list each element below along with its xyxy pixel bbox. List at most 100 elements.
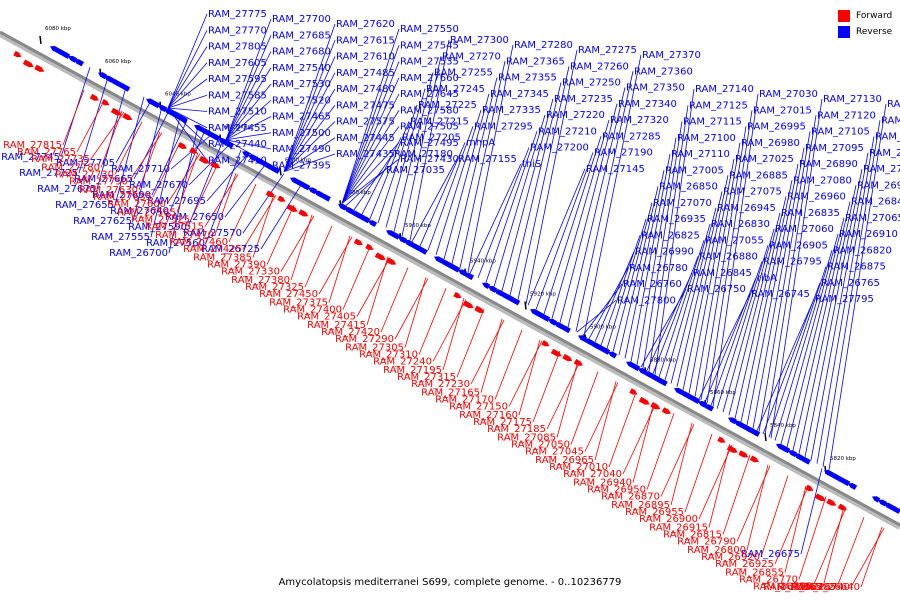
reverse-label-ram-27155: RAM_27155 [458, 154, 517, 165]
forward-label-ram-27420: RAM_27420 [321, 327, 380, 338]
reverse-label-ram-27130-line [770, 98, 823, 439]
reverse-label-ram-27560-line [205, 149, 242, 244]
forward-label-ram-26950-line [646, 413, 675, 490]
reverse-gene [152, 101, 161, 109]
forward-label-ram-27765-line [76, 100, 105, 153]
legend-reverse: Reverse [838, 24, 892, 40]
reverse-label-ram-27685: RAM_27685 [272, 30, 331, 41]
reverse-label-ram-27805-line [167, 46, 208, 109]
forward-label-ram-26815-line [722, 454, 751, 535]
reverse-gene [782, 446, 791, 454]
forward-label-ram-26895: RAM_26895 [611, 500, 670, 511]
forward-label-ram-26915-line [708, 443, 731, 528]
reverse-label-ram-27455-line [167, 107, 208, 129]
forward-label-ram-26865: RAM_26865 [763, 582, 822, 593]
forward-label-ram-27375: RAM_27375 [269, 298, 328, 309]
reverse-label-ram-27495-line [341, 142, 400, 204]
forward-label-ram-27240: RAM_27240 [373, 357, 432, 368]
reverse-label-ram-26945-line [670, 207, 717, 384]
legend-forward: Forward [838, 8, 892, 24]
reverse-label-ram-27015: RAM_27015 [753, 105, 812, 116]
reverse-label-ram-27250: RAM_27250 [562, 78, 621, 89]
reverse-label-ram-26850: RAM_26850 [659, 182, 718, 193]
reverse-label-ram-27205: RAM_27205 [402, 133, 461, 144]
forward-gene [298, 209, 309, 217]
forward-label-ram-26920-line [760, 475, 789, 558]
forward-label-ram-27815-line [62, 89, 85, 146]
reverse-label-ram-27270-line [401, 56, 442, 237]
reverse-label-this-line [469, 163, 522, 274]
reverse-label-ram-27215-line [369, 121, 410, 219]
reverse-label-ram-26980-line [694, 142, 741, 397]
forward-label-ram-27310: RAM_27310 [359, 350, 418, 361]
reverse-label-ram-27775-line [167, 13, 208, 109]
forward-label-ram-27150: RAM_27150 [449, 402, 508, 413]
forward-label-ram-27600: RAM_27600 [107, 199, 166, 210]
reverse-label-ram-27335: RAM_27335 [482, 105, 541, 116]
forward-gene [462, 300, 474, 309]
reverse-label-ram-27355-line [451, 77, 498, 264]
reverse-label-mhpa-line [419, 142, 466, 247]
forward-label-ram-26965: RAM_26965 [535, 455, 594, 466]
reverse-label-ram-27285: RAM_27285 [602, 131, 661, 142]
forward-label-ram-26855: RAM_26855 [725, 568, 784, 579]
reverse-label-ram-27680-line [225, 51, 272, 140]
forward-label-ram-26940-line [632, 402, 655, 483]
forward-gene [189, 147, 198, 154]
forward-label-ram-26940: RAM_26940 [573, 478, 632, 489]
reverse-label-ram-27215: RAM_27215 [410, 116, 469, 127]
reverse-label-ram-27005-line [624, 170, 665, 359]
reverse-label-ram-26990: RAM_26990 [635, 247, 694, 258]
scale-tick-label: 5900 kbp [590, 324, 616, 330]
forward-label-ram-27400: RAM_27400 [283, 305, 342, 316]
reverse-label-ram-26910-line [780, 233, 839, 444]
forward-gene [277, 195, 286, 202]
reverse-label-ram-26875-line [768, 266, 827, 438]
reverse-label-ram-27695-line [206, 153, 249, 202]
reverse-label-ram-27295: RAM_27295 [474, 121, 533, 132]
reverse-label-ram-27465-line [225, 116, 272, 141]
reverse-label-ram-27065: RAM_27065 [845, 213, 900, 224]
forward-label-ram-27175-line [532, 350, 561, 423]
reverse-label-ram-27625-line [132, 106, 163, 222]
scale-tick-label: 5940 kbp [470, 259, 496, 265]
forward-gene [749, 455, 759, 463]
reverse-label-ram-27000: RAM_27000 [881, 115, 900, 126]
reverse-label-ram-27140-line [654, 88, 695, 375]
scale-tick-label: 6040 kbp [165, 92, 191, 98]
reverse-gene [320, 193, 331, 202]
reverse-gene [704, 404, 714, 412]
reverse-gene [656, 377, 668, 387]
forward-label-ram-27425: RAM_27425 [183, 244, 242, 255]
reverse-label-ram-27650-line [224, 163, 267, 218]
forward-gene [13, 50, 22, 58]
reverse-label-ram-27350: RAM_27350 [626, 83, 685, 94]
forward-label-ram-26965-line [594, 381, 617, 461]
forward-label-ram-26785: RAM_26785 [777, 582, 836, 593]
reverse-label-ram-27075-line [676, 191, 723, 387]
reverse-label-ram-26745: RAM_26745 [751, 289, 810, 300]
reverse-label-ram-26765: RAM_26765 [821, 278, 880, 289]
reverse-label-ram-26945: RAM_26945 [717, 203, 776, 214]
reverse-label-ram-27435: RAM_27435 [336, 149, 395, 160]
reverse-label-ram-26880: RAM_26880 [699, 252, 758, 263]
reverse-gene [608, 351, 618, 359]
reverse-label-ram-27035-line [345, 169, 386, 206]
scale-tick-label: 6060 kbp [105, 59, 131, 65]
reverse-label-ram-27655: RAM_27655 [55, 200, 114, 211]
reverse-label-ram-27225-line [377, 104, 418, 224]
reverse-label-ram-27300: RAM_27300 [450, 35, 509, 46]
reverse-label-ram-26725: RAM_26725 [201, 244, 260, 255]
reverse-label-ram-27675: RAM_27675 [37, 184, 96, 195]
reverse-label-ram-26970-line [798, 185, 857, 454]
reverse-label-ram-26845: RAM_26845 [693, 268, 752, 279]
forward-label-ram-27400-line [342, 246, 371, 310]
reverse-label-ram-27665: RAM_27665 [74, 174, 133, 185]
forward-label-ram-26770: RAM_26770 [739, 575, 798, 586]
reverse-gene [242, 151, 251, 158]
reverse-label-ram-27670-line [188, 143, 231, 186]
reverse-label-ram-27055: RAM_27055 [705, 235, 764, 246]
reverse-gene [842, 479, 851, 487]
reverse-label-ram-27550-line [341, 28, 400, 204]
